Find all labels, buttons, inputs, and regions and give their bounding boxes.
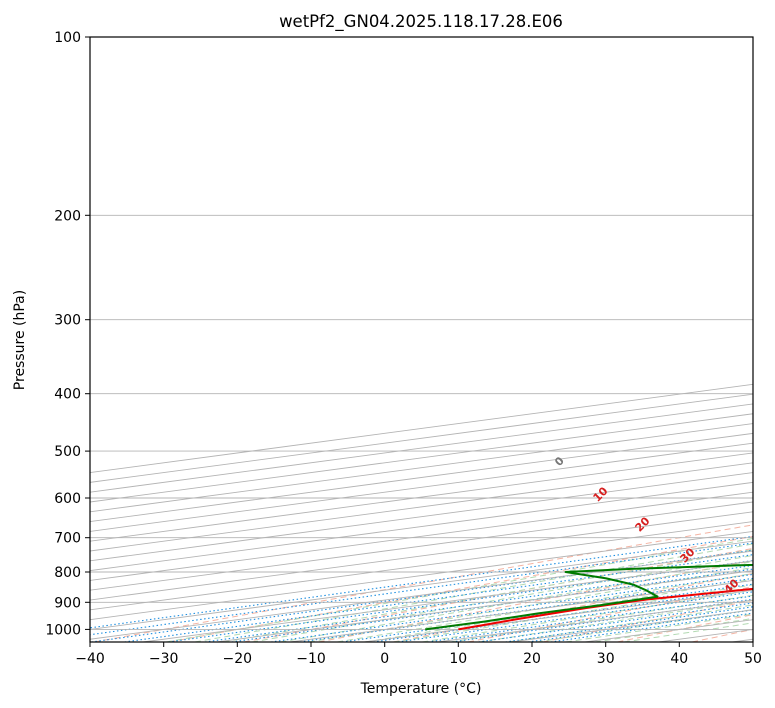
y-tick-label: 300 <box>54 313 81 329</box>
background-lines <box>90 37 753 642</box>
chart-title: wetPf2_GN04.2025.118.17.28.E06 <box>279 12 563 32</box>
x-tick-label: 20 <box>523 651 541 667</box>
x-axis-label: Temperature (°C) <box>360 681 482 697</box>
y-tick-label: 800 <box>54 565 81 581</box>
x-tick-label: −40 <box>75 651 105 667</box>
y-tick-label: 600 <box>54 491 81 507</box>
isotherm-line <box>90 511 753 601</box>
x-tick-label: 50 <box>744 651 762 667</box>
isotherm-line <box>90 530 753 621</box>
sounding-traces <box>425 563 753 631</box>
y-tick-label: 100 <box>54 30 81 46</box>
isotherm-line <box>90 472 753 562</box>
dry-adiabat-line <box>393 572 753 642</box>
x-tick-label: −10 <box>296 651 326 667</box>
moist-adiabat-line <box>165 537 753 642</box>
moist-adiabat-line <box>450 594 753 642</box>
plot-frame <box>89 36 754 643</box>
mixing-ratio-line <box>270 573 753 642</box>
x-tick-label: −20 <box>223 651 253 667</box>
isotherm-line <box>90 491 753 581</box>
y-tick-label: 200 <box>54 208 81 224</box>
y-tick-label: 1000 <box>45 622 81 638</box>
dry-adiabat-line <box>467 586 753 642</box>
y-tick-label: 500 <box>54 444 81 460</box>
y-tick-label: 400 <box>54 387 81 403</box>
x-tick-label: 30 <box>597 651 615 667</box>
moist-adiabat-line <box>422 589 753 642</box>
x-tick-label: 40 <box>670 651 688 667</box>
isotherm-line <box>90 481 753 572</box>
dewpoint-trace <box>425 563 753 631</box>
isotherm-line <box>90 501 753 591</box>
y-axis-label: Pressure (hPa) <box>12 290 28 390</box>
y-tick-label: 700 <box>54 531 81 547</box>
dry-adiabat-line <box>169 535 753 642</box>
axes: −40 −30 −20 −10 0 10 20 30 40 50 100 200 300 400 500 60… <box>45 30 762 667</box>
moist-adiabat-line <box>337 572 753 642</box>
x-tick-label: 0 <box>380 651 389 667</box>
isotherm-line <box>90 521 753 611</box>
moist-adiabat-line <box>365 578 753 642</box>
x-tick-label: 10 <box>449 651 467 667</box>
isotherm-line <box>90 462 753 552</box>
moist-adiabat-line <box>194 543 753 642</box>
y-tick-label: 900 <box>54 595 81 611</box>
x-tick-label: −30 <box>149 651 179 667</box>
